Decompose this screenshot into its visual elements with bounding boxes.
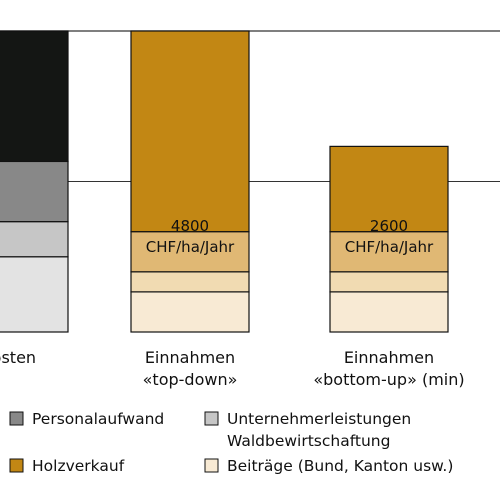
bar-segment (130, 231, 250, 273)
bar-segment (0, 30, 69, 163)
bar-segment (130, 271, 250, 293)
bar-segment (130, 30, 250, 233)
bar-segment (329, 271, 449, 293)
legend-label: Beiträge (Bund, Kanton usw.) (227, 457, 453, 475)
bar-segment (0, 160, 69, 223)
legend-swatch (204, 458, 219, 473)
category-label: Kosten (0, 348, 36, 367)
legend: Personalaufwand Unternehmerleistungen Wald… (9, 410, 453, 475)
legend-label-line2: Waldbewirtschaftung (227, 432, 390, 450)
bar-unit-label: CHF/ha/Jahr (146, 238, 235, 256)
legend-label: Personalaufwand (32, 410, 164, 428)
category-label: Einnahmen (344, 348, 434, 367)
legend-swatch (204, 411, 219, 426)
category-label: «bottom-up» (min) (313, 370, 464, 389)
bar-segment (0, 221, 69, 258)
legend-swatch (9, 411, 24, 426)
bar-segment (0, 256, 69, 333)
legend-swatch (9, 458, 24, 473)
bar-value-label: 2600 (370, 217, 408, 235)
bar-segment (329, 145, 449, 233)
category-labels: Kosten Einnahmen «top-down» Einnahmen «botto… (0, 348, 465, 389)
bar-segment (329, 291, 449, 333)
category-label: «top-down» (143, 370, 238, 389)
legend-label: Unternehmerleistungen (227, 410, 411, 428)
legend-label: Holzverkauf (32, 457, 125, 475)
bar-labels: 4800 CHF/ha/Jahr 2600 CHF/ha/Jahr (146, 217, 434, 256)
category-label: Einnahmen (145, 348, 235, 367)
bar-value-label: 4800 (171, 217, 209, 235)
bar-segment (130, 291, 250, 333)
bars (0, 30, 449, 333)
bar-unit-label: CHF/ha/Jahr (345, 238, 434, 256)
